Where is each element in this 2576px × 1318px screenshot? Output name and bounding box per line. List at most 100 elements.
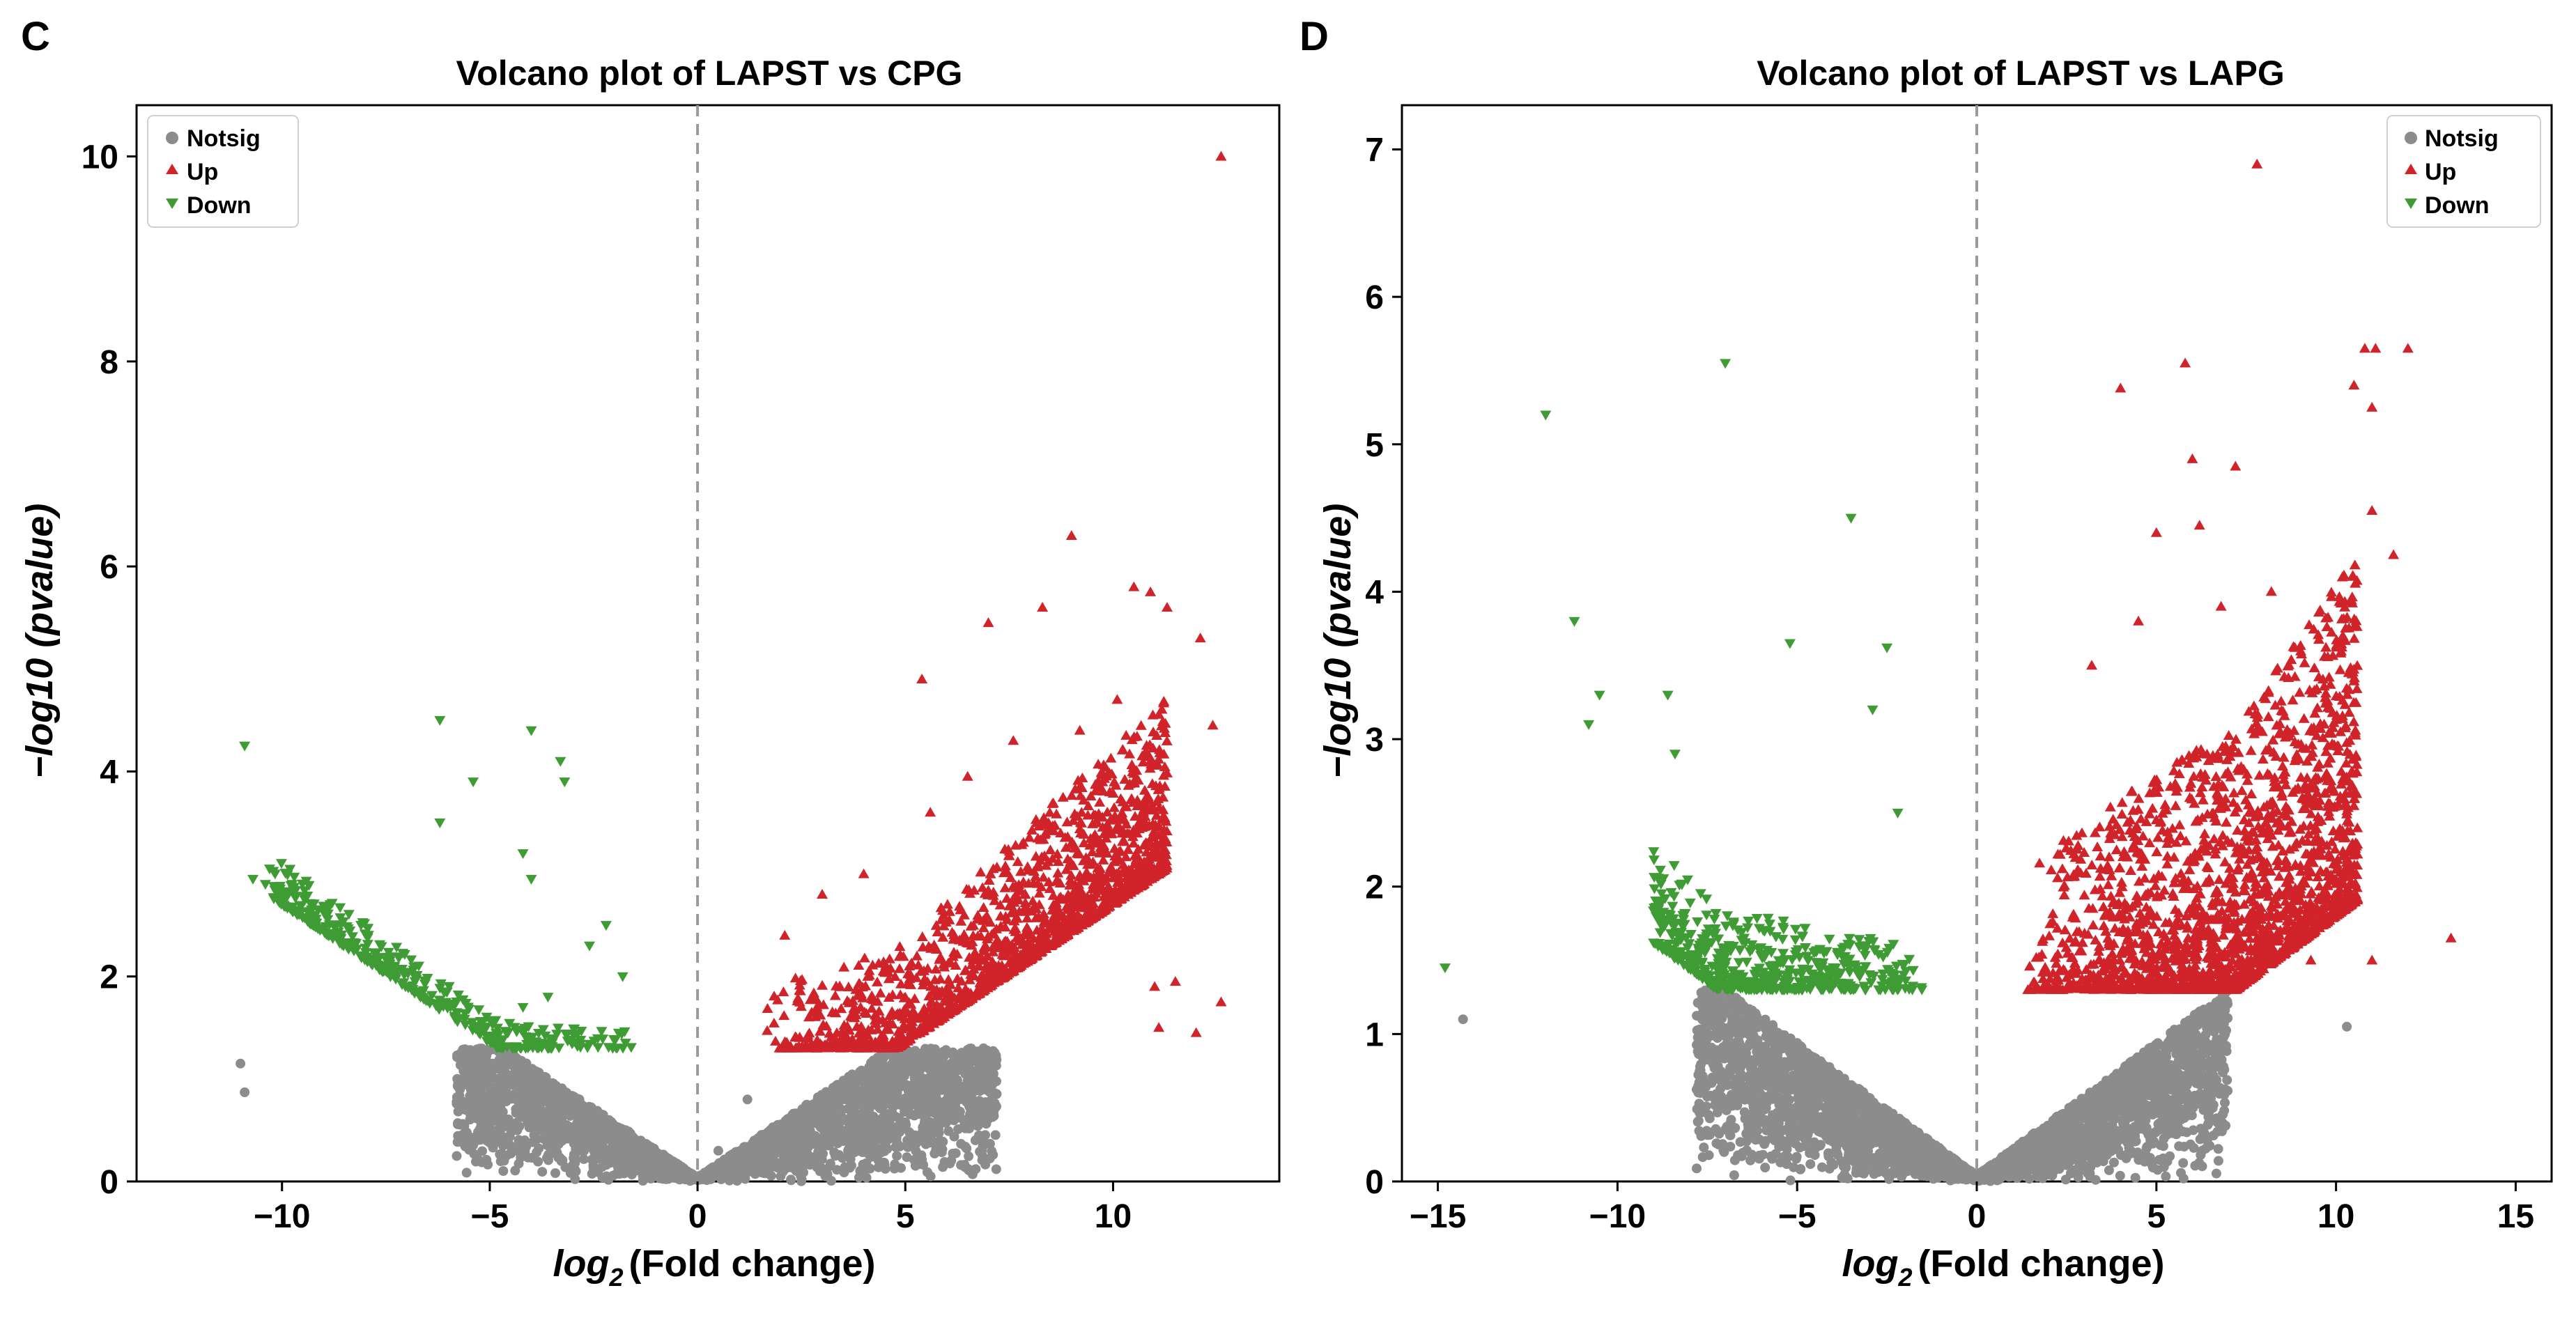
notsig-point: [871, 1135, 881, 1145]
notsig-point: [651, 1154, 661, 1164]
notsig-point: [543, 1079, 554, 1090]
notsig-point: [967, 1169, 978, 1179]
notsig-point: [888, 1053, 899, 1063]
notsig-point: [481, 1116, 491, 1126]
notsig-point: [871, 1145, 881, 1155]
notsig-point: [544, 1149, 555, 1160]
notsig-point: [910, 1140, 920, 1150]
notsig-point: [616, 1161, 626, 1171]
notsig-point: [949, 1131, 959, 1142]
notsig-point: [499, 1156, 509, 1166]
notsig-point: [560, 1097, 570, 1107]
notsig-point: [769, 1124, 779, 1134]
notsig-point: [519, 1106, 530, 1116]
notsig-point: [529, 1110, 539, 1121]
notsig-point: [829, 1106, 839, 1117]
notsig-point: [642, 1162, 653, 1172]
notsig-point: [786, 1174, 796, 1185]
notsig-point: [920, 1050, 930, 1060]
notsig-point: [828, 1134, 838, 1145]
notsig-point: [817, 1106, 828, 1116]
notsig-point: [946, 1086, 957, 1096]
notsig-point: [680, 1174, 691, 1185]
notsig-point: [899, 1099, 909, 1109]
notsig-point: [470, 1093, 481, 1103]
notsig-point: [793, 1113, 803, 1124]
notsig-point: [579, 1144, 589, 1154]
notsig-point: [599, 1159, 609, 1170]
notsig-point: [850, 1140, 861, 1151]
notsig-point: [534, 1143, 544, 1154]
notsig-point: [869, 1060, 879, 1070]
notsig-point: [934, 1080, 944, 1090]
notsig-point: [727, 1164, 737, 1174]
notsig-point: [636, 1149, 647, 1159]
notsig-point: [901, 1119, 911, 1130]
notsig-point: [938, 1162, 948, 1172]
notsig-point: [772, 1163, 782, 1172]
notsig-point: [503, 1114, 514, 1124]
notsig-point: [895, 1070, 906, 1080]
notsig-point: [516, 1085, 526, 1095]
notsig-point: [608, 1170, 618, 1181]
notsig-point: [839, 1168, 849, 1177]
notsig-point: [776, 1171, 786, 1181]
notsig-point: [589, 1107, 599, 1117]
notsig-point: [951, 1055, 962, 1066]
notsig-points: [236, 1043, 1002, 1186]
notsig-point: [982, 1083, 992, 1094]
notsig-point: [530, 1133, 540, 1144]
notsig-point: [468, 1110, 478, 1121]
notsig-point: [946, 1067, 956, 1077]
notsig-point: [819, 1126, 829, 1137]
notsig-point: [817, 1094, 827, 1105]
notsig-point: [578, 1154, 589, 1164]
notsig-point: [516, 1070, 527, 1080]
notsig-point: [479, 1094, 490, 1105]
notsig-point: [560, 1162, 571, 1172]
notsig-point: [933, 1116, 943, 1126]
notsig-point: [461, 1168, 472, 1178]
notsig-point: [659, 1171, 670, 1181]
notsig-point: [859, 1142, 870, 1152]
notsig-point: [953, 1124, 964, 1134]
notsig-point: [541, 1125, 551, 1135]
notsig-point: [715, 1161, 725, 1171]
notsig-point: [547, 1140, 557, 1151]
notsig-point: [511, 1104, 521, 1115]
notsig-point: [801, 1099, 812, 1110]
notsig-point: [599, 1144, 610, 1154]
notsig-point: [550, 1168, 560, 1178]
notsig-point: [494, 1083, 504, 1093]
notsig-point: [537, 1167, 548, 1177]
notsig-point: [943, 1103, 953, 1114]
notsig-point: [930, 1148, 940, 1158]
notsig-point: [803, 1112, 814, 1123]
notsig-point: [948, 1149, 958, 1158]
notsig-point: [470, 1085, 480, 1095]
notsig-point: [890, 1085, 901, 1096]
notsig-point: [796, 1140, 805, 1150]
notsig-point: [880, 1113, 890, 1124]
notsig-point: [883, 1134, 893, 1145]
notsig-point: [846, 1161, 856, 1171]
notsig-point: [987, 1146, 997, 1156]
notsig-point: [973, 1080, 983, 1090]
notsig-point: [956, 1160, 966, 1170]
notsig-point: [552, 1110, 562, 1121]
notsig-point: [455, 1060, 465, 1070]
notsig-point: [980, 1130, 990, 1140]
notsig-point: [982, 1099, 992, 1110]
notsig-point: [990, 1130, 1001, 1140]
notsig-point: [902, 1062, 913, 1073]
notsig-point: [934, 1065, 944, 1076]
notsig-point: [676, 1163, 686, 1174]
notsig-point: [879, 1157, 889, 1168]
notsig-point: [922, 1167, 932, 1177]
notsig-point: [892, 1151, 902, 1161]
notsig-point: [614, 1149, 624, 1160]
notsig-point: [911, 1062, 921, 1072]
notsig-point: [902, 1152, 912, 1163]
notsig-point: [453, 1106, 463, 1117]
